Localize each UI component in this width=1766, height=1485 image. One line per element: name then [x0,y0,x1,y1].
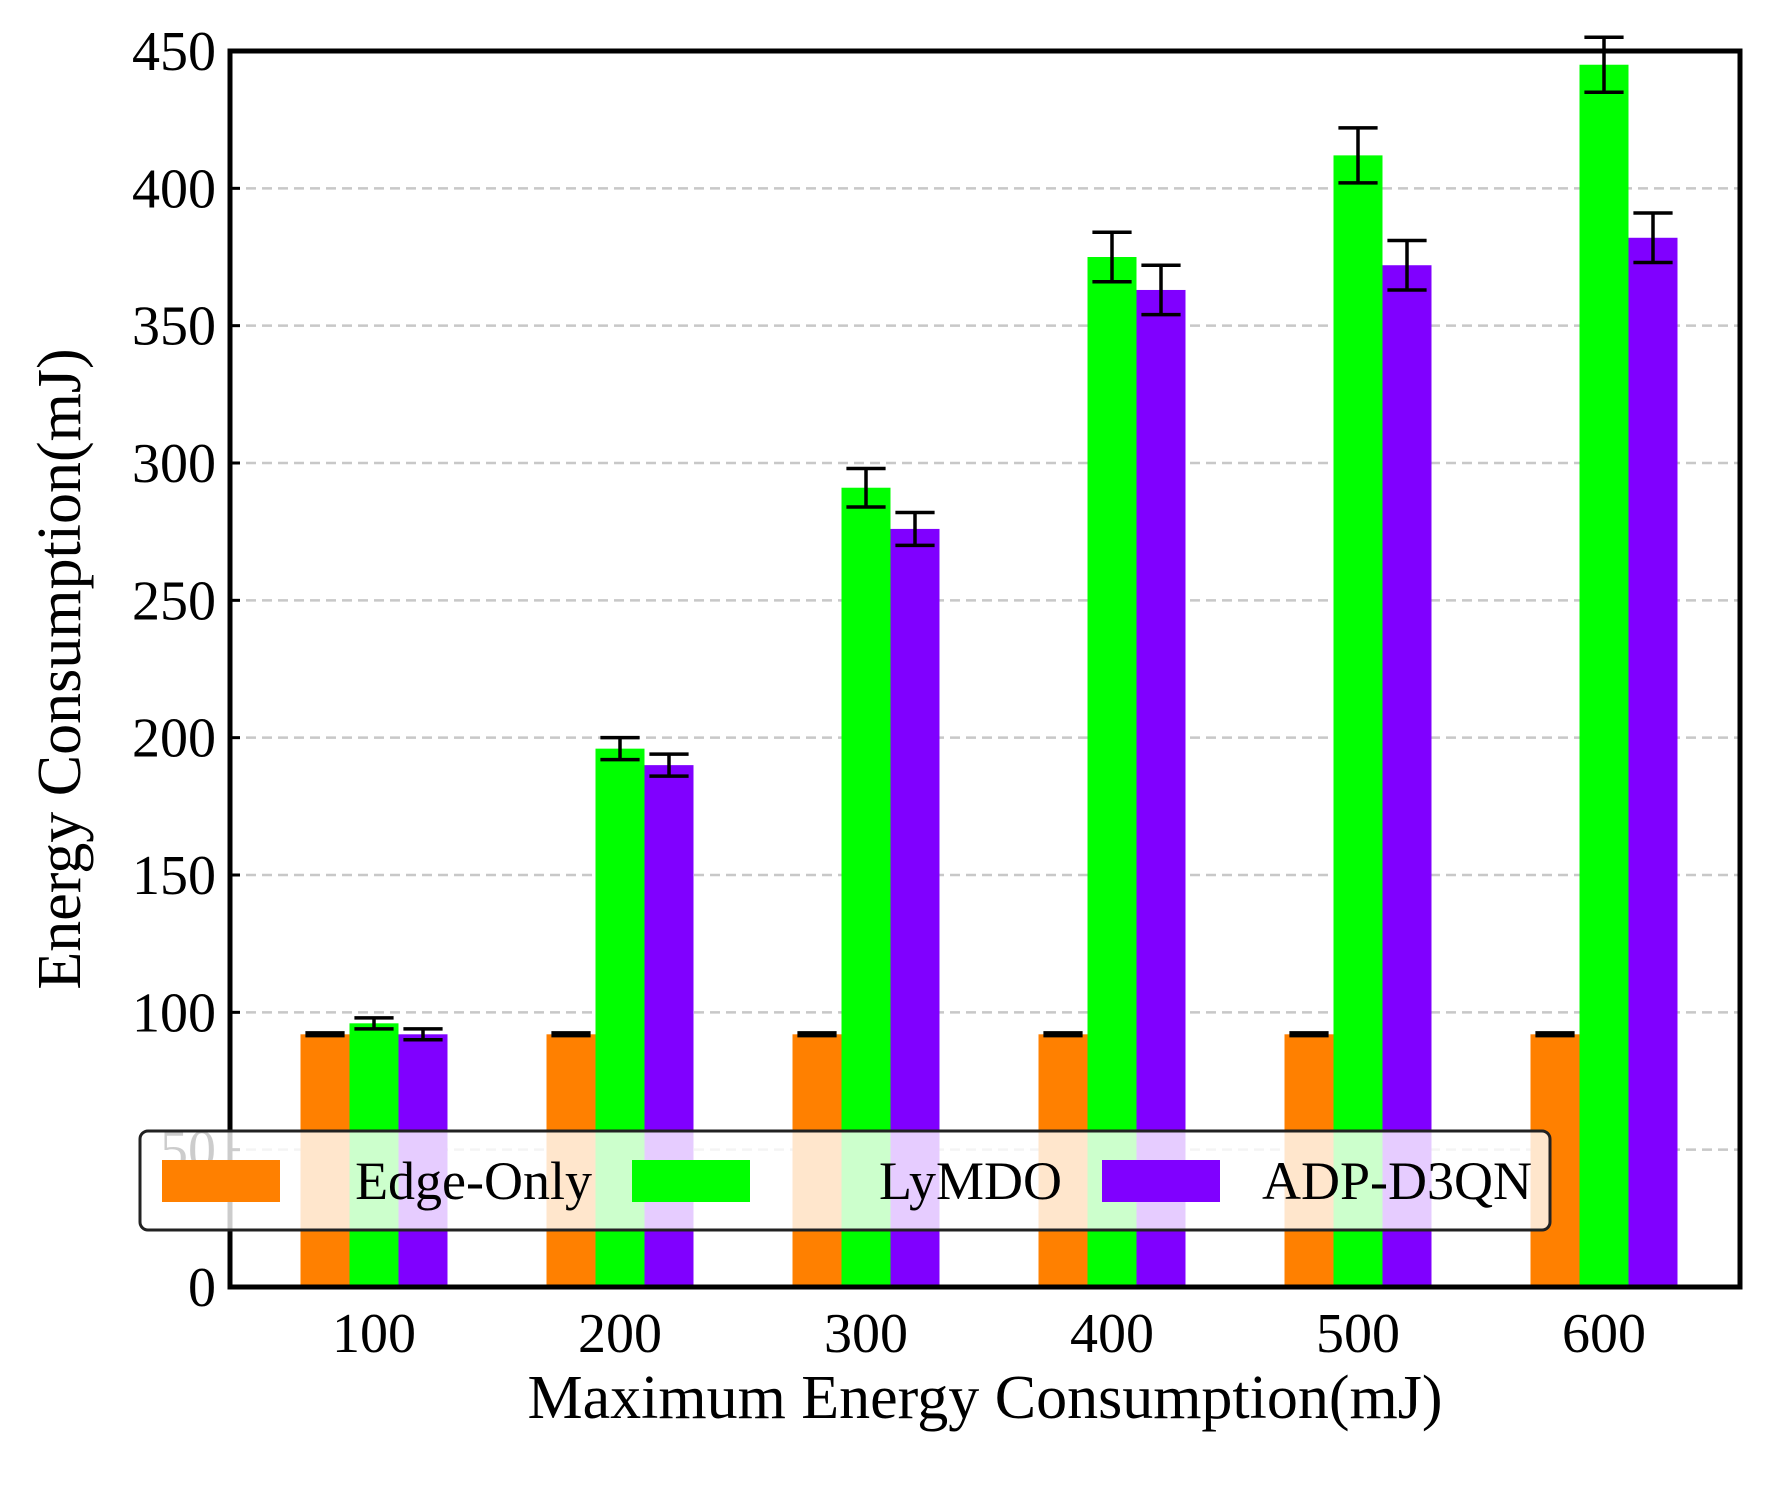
legend-label: ADP-D3QN [1262,1151,1532,1211]
legend-swatch [1102,1160,1220,1202]
error-bar [551,1031,591,1038]
bar [1628,237,1678,1288]
error-bar [1043,1031,1083,1038]
error-bar [895,510,935,548]
plot-frame [227,48,1743,1290]
legend-box [138,1129,1552,1232]
error-bar [1633,211,1673,265]
error-bar [403,1027,443,1042]
y-tick-label: 100 [132,982,216,1044]
error-bar [1387,238,1427,292]
y-axis-label: Energy Consumption(mJ) [26,348,94,989]
y-tick-label: 300 [132,433,216,495]
legend-swatch [632,1160,750,1202]
error-bar [1584,35,1624,94]
error-bar [305,1031,345,1038]
x-tick-label: 500 [1316,1303,1400,1365]
error-bar [354,1016,394,1031]
bar [1579,64,1629,1288]
y-tick-label: 450 [132,21,216,83]
bar [1333,155,1383,1288]
y-tick-label: 250 [132,570,216,632]
error-bar [846,466,886,509]
error-bar [1092,230,1132,284]
y-tick-label: 400 [132,158,216,220]
y-tick-label: 200 [132,708,216,770]
x-tick-label: 300 [824,1303,908,1365]
x-tick-label: 400 [1070,1303,1154,1365]
bar [1382,265,1432,1287]
error-bar [1535,1031,1575,1038]
error-bar [1141,263,1181,317]
error-bar [649,752,689,778]
x-tick-label: 200 [578,1303,662,1365]
y-tick-label: 350 [132,296,216,358]
legend-label: LyMDO [879,1151,1062,1211]
legend-label: Edge-Only [355,1151,592,1211]
error-bar [1338,126,1378,185]
y-tick-label: 0 [188,1257,216,1319]
bar [1136,289,1186,1288]
legend: Edge-Only LyMDO ADP-D3QN [138,1129,1552,1232]
x-axis-label: Maximum Energy Consumption(mJ) [527,1364,1442,1432]
error-bar [1289,1031,1329,1038]
x-tick-label: 600 [1562,1303,1646,1365]
bar [1087,257,1137,1287]
error-bar [797,1031,837,1038]
y-tick-label: 150 [132,845,216,907]
error-bar [600,735,640,762]
x-tick-label: 100 [332,1303,416,1365]
legend-swatch [162,1160,280,1202]
